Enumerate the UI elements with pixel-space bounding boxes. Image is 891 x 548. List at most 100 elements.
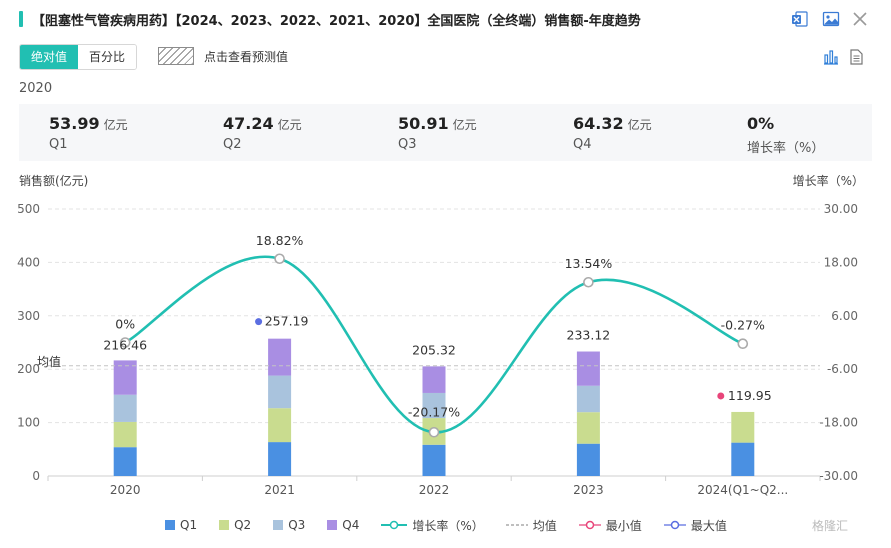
legend-item-mean[interactable]: 均值: [505, 517, 557, 534]
bar-segment-q2: [268, 408, 292, 443]
x-tick-label: 2024(Q1~Q2...: [697, 483, 788, 497]
y-tick-right: 6.00: [831, 309, 858, 323]
summary-value: 0%: [747, 114, 775, 133]
legend-swatch: [273, 520, 284, 530]
legend-swatch: [165, 520, 175, 530]
legend-min-marker-icon: [578, 520, 601, 530]
growth-point: [428, 426, 440, 438]
summary-label: Q3: [398, 137, 417, 152]
summary-label: 增长率（%）: [747, 141, 825, 156]
mean-label: 均值: [37, 354, 61, 369]
summary-label: Q1: [49, 137, 68, 152]
growth-label: 0%: [115, 317, 135, 332]
legend-item-max[interactable]: 最大值: [663, 517, 727, 534]
legend-label: 最小值: [605, 518, 642, 533]
summary-item-q3: 50.91 亿元 Q3: [398, 114, 477, 152]
growth-point: [737, 338, 749, 350]
legend-item-q2[interactable]: Q2: [219, 518, 251, 532]
legend-swatch: [219, 520, 230, 530]
legend-label: 均值: [532, 518, 557, 533]
legend-label: 最大值: [690, 518, 727, 533]
summary-value: 47.24: [223, 114, 274, 133]
legend-label: 增长率（%）: [412, 518, 484, 533]
summary-item-q1: 53.99 亿元 Q1: [49, 114, 128, 152]
bar-segment-q2: [113, 421, 137, 448]
forecast-label[interactable]: 点击查看预测值: [204, 50, 289, 64]
total-label: 119.95: [728, 388, 772, 403]
summary-item-q2: 47.24 亿元 Q2: [223, 114, 302, 152]
growth-point: [583, 276, 594, 288]
y-tick-left: 100: [17, 416, 40, 430]
bar-segment-q2: [576, 412, 600, 444]
chart-title: 【阻塞性气管疾病用药】【2024、2023、2022、2021、2020】全国医…: [32, 14, 641, 29]
y-tick-right: 18.00: [824, 255, 858, 269]
x-tick-label: 2022: [419, 483, 450, 497]
legend-label: Q3: [288, 518, 306, 532]
document-icon[interactable]: [847, 48, 865, 66]
x-tick-label: 2021: [264, 483, 295, 497]
legend-item-q1[interactable]: Q1: [165, 518, 197, 532]
title-bar: 【阻塞性气管疾病用药】【2024、2023、2022、2021、2020】全国医…: [0, 0, 891, 38]
summary-unit: 亿元: [627, 118, 652, 132]
summary-label: Q2: [223, 137, 242, 152]
bar-chart-icon[interactable]: [822, 48, 840, 66]
mode-toggle: 绝对值 百分比: [19, 44, 138, 70]
y-tick-left: 0: [32, 469, 40, 483]
summary-unit: 亿元: [277, 118, 302, 132]
growth-label: 13.54%: [565, 256, 613, 271]
summary-unit: 亿元: [452, 118, 477, 132]
total-label: 257.19: [265, 314, 309, 329]
forecast-toggle[interactable]: [158, 47, 194, 65]
legend-item-q3[interactable]: Q3: [273, 518, 305, 532]
summary-item-q4: 64.32 亿元 Q4: [573, 114, 652, 152]
bar-segment-q1: [731, 442, 755, 476]
bar-segment-q3: [268, 375, 292, 409]
bar-segment-q1: [113, 447, 137, 476]
y-tick-right: -18.00: [819, 416, 858, 430]
summary-year: 2020: [19, 81, 53, 96]
growth-point: [274, 253, 285, 265]
legend-label: Q4: [342, 518, 360, 532]
summary-unit: 亿元: [103, 118, 128, 132]
growth-label: -0.27%: [721, 318, 765, 333]
min-value-marker: [717, 392, 725, 400]
legend-item-growth[interactable]: 增长率（%）: [381, 517, 484, 534]
summary-label: Q4: [573, 137, 592, 152]
bar-segment-q2: [731, 411, 755, 443]
percentage-button[interactable]: 百分比: [78, 45, 137, 69]
y-tick-right: -6.00: [827, 362, 858, 376]
y-tick-left: 500: [17, 202, 40, 216]
y-axis-left-title: 销售额(亿元): [19, 173, 88, 188]
image-export-icon[interactable]: [822, 10, 840, 28]
total-label: 205.32: [412, 342, 456, 357]
bar-segment-q3: [113, 394, 137, 422]
chart-legend: Q1 Q2 Q3 Q4 增长率（%） 均值 最小值: [165, 516, 749, 534]
y-tick-left: 200: [17, 362, 40, 376]
summary-panel: 53.99 亿元 Q1 47.24 亿元 Q2 50.91 亿元 Q3 64.32 亿元…: [19, 104, 872, 161]
summary-value: 64.32: [573, 114, 624, 133]
growth-label: 18.82%: [256, 233, 304, 248]
bar-segment-q4: [422, 366, 446, 393]
growth-point: [119, 337, 131, 348]
max-value-marker: [255, 318, 263, 326]
excel-export-icon[interactable]: [791, 10, 809, 28]
bar-segment-q2: [422, 418, 446, 445]
bar-segment-q3: [576, 385, 600, 413]
bar-segment-q4: [268, 338, 292, 376]
legend-dashed-line-icon: [505, 524, 528, 526]
legend-label: Q1: [180, 518, 198, 532]
y-tick-left: 400: [17, 255, 40, 269]
legend-item-q4[interactable]: Q4: [327, 518, 359, 532]
growth-label: -20.17%: [408, 404, 460, 419]
bar-segment-q3: [422, 392, 446, 419]
bar-segment-q1: [576, 443, 600, 476]
close-icon[interactable]: [851, 10, 869, 28]
legend-item-min[interactable]: 最小值: [578, 517, 642, 534]
summary-item-growth: 0% 增长率（%）: [747, 114, 824, 156]
legend-line-marker-icon: [381, 520, 408, 530]
legend-label: Q2: [234, 518, 252, 532]
bar-segment-q1: [422, 444, 446, 476]
absolute-value-button[interactable]: 绝对值: [20, 45, 79, 69]
legend-swatch: [327, 520, 338, 530]
